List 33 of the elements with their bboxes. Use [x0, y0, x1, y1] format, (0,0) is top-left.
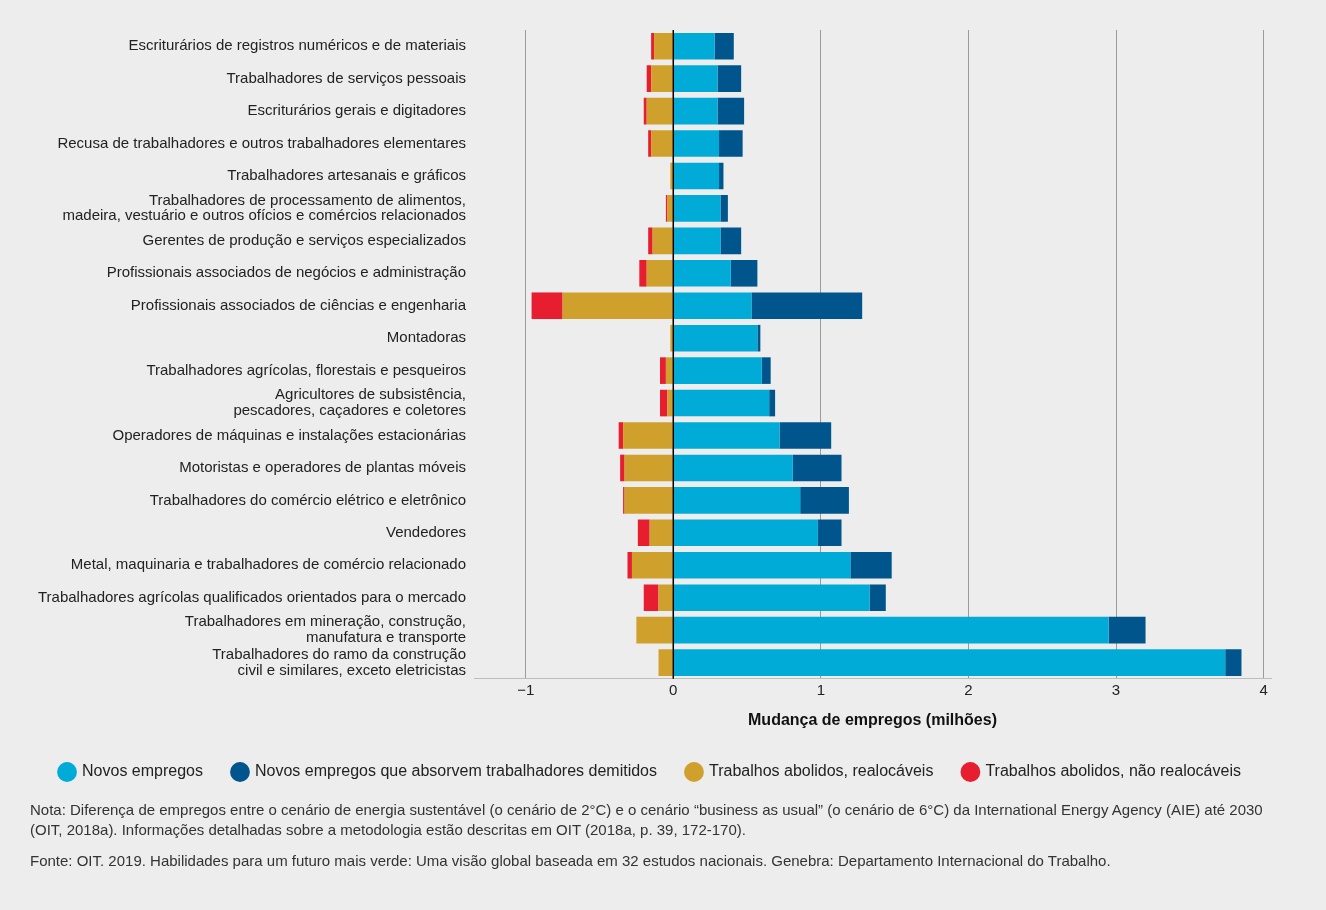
y-tick-label: Vendedores [385, 522, 467, 540]
x-tick-label: 0 [669, 680, 678, 698]
y-tick-label: Trabalhadores agrícolas qualificados orientados para o mercado [38, 587, 467, 605]
legend-label: Novos empregos que absorvem trabalhadores demitidos [254, 762, 657, 780]
y-tick-label: Profissionais associados de negócios e administração [106, 263, 467, 281]
legend-label: Trabalhos abolidos, realocáveis [708, 762, 934, 780]
x-axis-title: Mudança de empregos (milhões) [748, 710, 997, 728]
source-note: Fonte: OIT. 2019. Habilidades para um futuro mais verde: Uma visão global baseada em 32 estudos nacionais. Genebra: Departamento Internacional do Trabalho. [30, 851, 1112, 871]
y-tick-label: Recusa de trabalhadores e outros trabalhadores elementares [57, 133, 467, 151]
text: Nota: Diferença de empregos entre o cenário de energia sustentável (o cenário de 2°C) e o cenário “business as usual” (o cenário de 6°C) da International Energy Agency (AIE) até 2030 (OIT, 2018a). Informações detalhadas sobre a metodologia estão descritas em OIT (2018a, p. 39, 172-170). [30, 800, 1264, 839]
x-tick-label: 3 [1111, 680, 1121, 698]
y-tick-label: Profissionais associados de ciências e engenharia [130, 295, 467, 313]
x-tick-label: −1 [517, 680, 535, 698]
y-tick-label: Agricultores de subsistência, pescadores, caçadores e coletores [233, 385, 467, 419]
legend-label: Novos empregos [82, 762, 203, 780]
y-tick-label: Motoristas e operadores de plantas móveis [179, 458, 467, 476]
y-tick-label: Escriturários de registros numéricos e de materiais [128, 36, 467, 54]
y-tick-label: Trabalhadores de processamento de alimentos, madeira, vestuário e outros ofícios e comércios relacionados [62, 190, 467, 224]
y-tick-label: Trabalhadores em mineração, construção, manufatura e transporte [184, 612, 467, 646]
x-tick-label: 4 [1259, 680, 1268, 698]
y-tick-label: Escriturários gerais e digitadores [247, 101, 467, 119]
y-tick-label: Operadores de máquinas e instalações estacionárias [112, 425, 467, 443]
x-tick-label: 2 [964, 680, 973, 698]
y-tick-label: Trabalhadores artesanais e gráficos [227, 166, 467, 184]
y-tick-label: Gerentes de produção e serviços especializados [142, 231, 467, 248]
y-tick-label: Trabalhadores do comércio elétrico e eletrônico [149, 490, 467, 508]
y-tick-label: Montadoras [386, 328, 467, 346]
x-tick-label: 1 [816, 680, 826, 698]
y-tick-label: Trabalhadores agrícolas, florestais e pesqueiros [146, 360, 467, 378]
y-tick-label: Trabalhadores de serviços pessoais [226, 68, 467, 86]
y-tick-label: Metal, maquinaria e trabalhadores de comércio relacionado [70, 555, 467, 573]
y-tick-label: Trabalhadores do ramo da construção civil e similares, exceto eletricistas [212, 644, 467, 678]
legend-label: Trabalhos abolidos, não realocáveis [985, 762, 1241, 780]
